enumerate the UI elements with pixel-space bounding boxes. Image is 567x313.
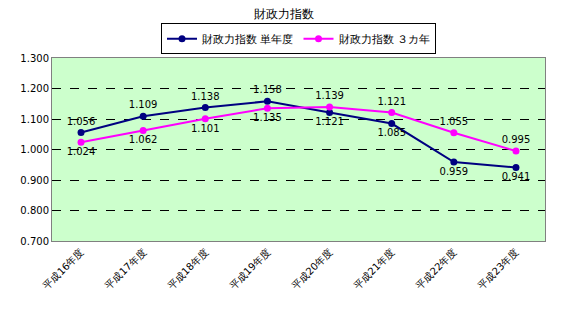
svg-text:平成23年度: 平成23年度 [476,246,521,291]
svg-text:平成18年度: 平成18年度 [165,246,210,291]
svg-text:1.158: 1.158 [253,84,282,95]
svg-text:1.055: 1.055 [440,116,469,127]
svg-text:0.995: 0.995 [502,134,531,145]
svg-text:1.109: 1.109 [129,99,158,110]
svg-text:財政力指数 単年度: 財政力指数 単年度 [202,33,294,46]
svg-text:1.121: 1.121 [377,96,406,107]
svg-text:0.959: 0.959 [440,166,469,177]
svg-text:1.135: 1.135 [253,112,282,123]
svg-text:1.139: 1.139 [315,90,344,101]
svg-text:平成19年度: 平成19年度 [227,246,272,291]
svg-text:1.121: 1.121 [315,116,344,127]
svg-text:0.900: 0.900 [20,175,49,186]
svg-text:1.200: 1.200 [20,83,49,94]
svg-text:1.100: 1.100 [20,114,49,125]
svg-text:1.062: 1.062 [129,134,158,145]
svg-text:0.800: 0.800 [20,205,49,216]
svg-text:0.941: 0.941 [502,171,531,182]
svg-text:1.085: 1.085 [377,127,406,138]
svg-text:1.000: 1.000 [20,144,49,155]
svg-text:1.024: 1.024 [67,146,96,157]
svg-text:平成22年度: 平成22年度 [414,246,459,291]
svg-text:財政力指数 ３カ年: 財政力指数 ３カ年 [339,33,431,46]
svg-text:平成17年度: 平成17年度 [103,246,148,291]
svg-text:1.101: 1.101 [191,123,220,134]
svg-text:平成16年度: 平成16年度 [41,246,86,291]
svg-text:平成20年度: 平成20年度 [289,246,334,291]
svg-text:1.138: 1.138 [191,91,220,102]
svg-text:0.700: 0.700 [20,236,49,247]
svg-text:平成21年度: 平成21年度 [352,246,397,291]
svg-text:1.056: 1.056 [67,116,96,127]
svg-text:財政力指数: 財政力指数 [254,7,314,21]
svg-text:1.300: 1.300 [20,53,49,64]
